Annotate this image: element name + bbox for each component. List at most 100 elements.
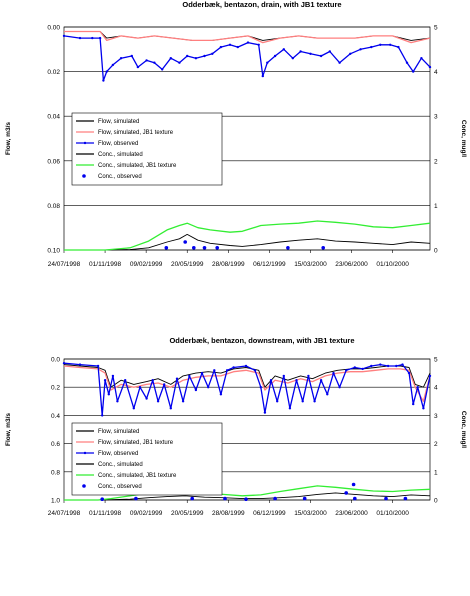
data-point	[244, 497, 248, 501]
data-point	[225, 369, 229, 372]
legend-label: Flow, simulated, JB1 texture	[98, 130, 174, 136]
y-left-tick-label: 0.4	[51, 413, 60, 420]
data-point	[188, 374, 191, 378]
legend-label: Flow, observed	[98, 451, 138, 457]
y-left-tick-label: 0.8	[51, 469, 60, 476]
data-point	[228, 43, 232, 46]
data-point	[319, 54, 323, 58]
chart-title: Odderbæk, bentazon, drain, with JB1 text…	[182, 0, 341, 9]
x-tick-label: 06/12/1999	[253, 261, 286, 268]
y-axis-label-right: Conc, mug/l	[460, 120, 467, 157]
data-point	[138, 386, 142, 389]
y-right-tick-label: 3	[434, 114, 438, 121]
data-point	[359, 48, 362, 51]
data-point	[91, 36, 94, 40]
data-point	[215, 246, 219, 250]
data-point	[207, 386, 210, 389]
data-point	[163, 383, 166, 386]
y-right-tick-label: 0	[434, 248, 438, 255]
y-axis-label-right: Conc, mug/l	[460, 411, 467, 448]
data-point	[273, 496, 277, 501]
legend-label: Conc., observed	[98, 484, 142, 490]
x-tick-label: 23/06/2000	[335, 510, 368, 517]
data-point	[379, 43, 382, 46]
data-point	[169, 57, 172, 60]
data-point	[244, 364, 248, 368]
y-left-tick-label: 0.10	[47, 248, 60, 255]
legend-marker	[82, 174, 86, 178]
legend-label: Conc., observed	[98, 174, 142, 180]
data-point	[428, 374, 432, 378]
data-point	[389, 43, 392, 46]
data-point	[164, 246, 169, 250]
y-axis-label-left: Flow, m3/s	[5, 122, 12, 155]
series-line	[64, 233, 431, 251]
data-point	[62, 34, 66, 38]
x-tick-label: 01/11/1998	[89, 510, 121, 517]
legend-label: Conc., simulated, JB1 texture	[98, 473, 177, 479]
y-right-tick-label: 2	[434, 158, 438, 165]
data-point	[338, 61, 341, 64]
data-point	[190, 496, 194, 501]
y-right-tick-label: 4	[434, 69, 438, 76]
x-tick-label: 01/11/1998	[89, 261, 121, 268]
x-tick-label: 24/07/1998	[48, 510, 81, 517]
data-point	[301, 400, 304, 403]
data-point	[319, 379, 323, 382]
data-point	[130, 54, 133, 58]
data-point	[349, 52, 352, 55]
series-line	[64, 492, 431, 501]
data-point	[351, 482, 356, 487]
y-right-tick-label: 5	[434, 357, 438, 364]
data-point	[328, 50, 331, 53]
y-left-tick-label: 0.6	[51, 441, 60, 448]
y-left-tick-label: 0.00	[47, 25, 60, 32]
data-point	[100, 497, 104, 501]
legend-label: Conc., simulated	[98, 462, 143, 468]
data-point	[186, 54, 189, 58]
data-point	[266, 61, 269, 64]
series-group	[62, 362, 432, 501]
data-point	[295, 379, 298, 382]
data-point	[134, 496, 138, 501]
data-point	[175, 377, 179, 380]
data-point	[156, 400, 160, 403]
data-point	[232, 366, 235, 369]
y-right-tick-label: 1	[434, 203, 438, 210]
data-point	[313, 400, 316, 403]
data-point	[282, 374, 285, 378]
x-tick-label: 20/05/1999	[171, 510, 204, 517]
data-point	[420, 57, 423, 60]
data-point	[261, 74, 264, 78]
series-line	[63, 35, 431, 82]
data-point	[273, 54, 277, 58]
data-point	[202, 246, 207, 250]
y-right-tick-label: 4	[434, 385, 438, 392]
y-axis-label-left: Flow, m3/s	[5, 413, 12, 446]
data-point	[78, 363, 82, 366]
data-point	[299, 50, 302, 53]
x-tick-label: 15/03/2000	[294, 261, 327, 268]
data-point	[211, 52, 214, 55]
data-point	[269, 379, 273, 382]
data-point	[102, 79, 105, 82]
data-point	[263, 411, 267, 414]
data-point	[345, 369, 348, 372]
data-point	[145, 59, 148, 62]
chart-downstream: Odderbæk, bentazon, downstream, with JB1…	[5, 336, 467, 517]
data-point	[105, 70, 108, 73]
data-point	[101, 414, 104, 417]
data-point	[286, 246, 290, 250]
legend-label: Flow, simulated, JB1 texture	[98, 440, 174, 446]
data-point	[223, 496, 227, 501]
series-line	[63, 365, 431, 402]
data-point	[111, 63, 115, 67]
data-point	[194, 57, 198, 60]
data-point	[416, 386, 419, 389]
y-left-tick-label: 1.0	[51, 498, 60, 505]
y-right-tick-label: 1	[434, 469, 438, 476]
data-point	[386, 364, 390, 368]
data-point	[145, 397, 148, 400]
series-line	[64, 485, 431, 501]
chart-title: Odderbæk, bentazon, downstream, with JB1…	[169, 336, 354, 345]
